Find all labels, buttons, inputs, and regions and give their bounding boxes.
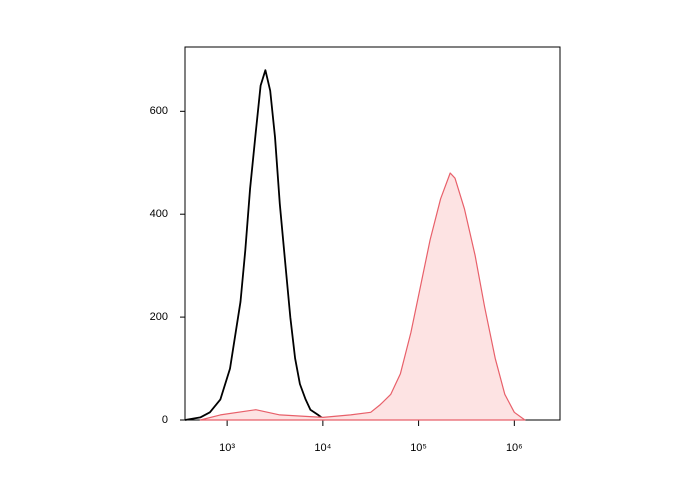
y-tick-label: 600 bbox=[150, 105, 168, 117]
y-tick-label: 200 bbox=[150, 311, 168, 323]
x-tick-label: 10⁵ bbox=[410, 442, 427, 454]
histogram-curve bbox=[184, 69, 326, 421]
x-tick-label: 10⁴ bbox=[314, 442, 331, 454]
plot-frame bbox=[184, 46, 561, 421]
y-tick-label: 400 bbox=[150, 208, 168, 220]
x-tick-label: 10³ bbox=[219, 442, 235, 454]
histogram-curve bbox=[199, 172, 526, 421]
x-tick-label: 10⁶ bbox=[506, 442, 523, 454]
y-tick-label: 0 bbox=[162, 414, 168, 426]
